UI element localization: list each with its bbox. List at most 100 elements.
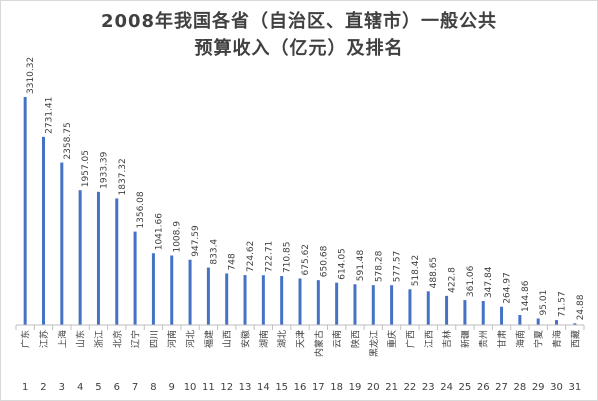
category-label-18: 云南 [331, 330, 343, 348]
bar-11 [206, 267, 210, 325]
category-label-23: 江西 [424, 330, 435, 348]
category-label-17: 内蒙古 [313, 330, 325, 357]
category-label-16: 天津 [296, 330, 307, 348]
rank-label-26: 26 [477, 382, 490, 393]
rank-label-8: 8 [150, 382, 156, 393]
value-label-11: 833.4 [209, 239, 219, 265]
rank-label-28: 28 [514, 382, 527, 393]
category-label-25: 新疆 [459, 330, 471, 348]
rank-label-23: 23 [422, 382, 435, 393]
bar-24 [445, 295, 449, 325]
category-label-3: 上海 [56, 330, 68, 348]
category-label-12: 山西 [222, 330, 233, 348]
rank-label-11: 11 [202, 382, 215, 393]
value-label-15: 710.85 [283, 242, 293, 274]
value-label-19: 591.48 [356, 249, 366, 281]
rank-label-10: 10 [184, 382, 197, 393]
category-label-29: 宁夏 [533, 330, 545, 348]
value-label-9: 1008.9 [173, 221, 183, 253]
category-label-24: 吉林 [441, 330, 453, 348]
value-label-7: 1356.08 [136, 191, 146, 228]
value-label-26: 347.84 [484, 266, 494, 298]
category-label-19: 陕西 [349, 330, 361, 348]
bar-25 [463, 300, 467, 325]
bar-26 [481, 301, 485, 325]
bar-15 [280, 276, 284, 325]
value-label-29: 95.01 [539, 290, 549, 316]
bar-27 [500, 306, 504, 325]
bar-8 [151, 253, 155, 325]
value-label-20: 578.28 [374, 250, 384, 282]
category-label-20: 黑龙江 [368, 330, 380, 357]
rank-label-7: 7 [132, 382, 138, 393]
value-label-28: 144.86 [521, 280, 531, 312]
bar-30 [555, 320, 559, 325]
rank-label-31: 31 [568, 382, 581, 393]
value-label-22: 518.42 [411, 255, 421, 287]
value-label-27: 264.97 [503, 272, 513, 304]
category-label-8: 四川 [150, 330, 160, 348]
category-label-5: 浙江 [93, 330, 105, 348]
rank-labels-group: 1 2 3 4 5 6 7 8 9 10 11 12 13 14 15 16 17 18 19 20 21 22 23 24 2… [22, 382, 581, 393]
bar-2 [41, 136, 45, 325]
rank-label-12: 12 [220, 382, 233, 393]
category-label-31: 西藏 [569, 330, 581, 348]
bar-10 [188, 259, 192, 325]
category-label-1: 广东 [20, 330, 32, 348]
bar-19 [353, 284, 357, 325]
rank-label-5: 5 [95, 382, 101, 393]
rank-label-20: 20 [367, 382, 380, 393]
category-label-21: 重庆 [386, 330, 398, 348]
category-label-15: 湖北 [277, 330, 288, 348]
bar-4 [78, 190, 82, 325]
rank-label-21: 21 [385, 382, 398, 393]
bar-7 [133, 231, 137, 325]
value-label-31: 24.88 [576, 294, 586, 320]
value-label-8: 1041.66 [154, 213, 164, 250]
rank-label-9: 9 [169, 382, 175, 393]
category-label-9: 河南 [166, 330, 178, 348]
rank-label-6: 6 [114, 382, 120, 393]
value-label-23: 488.65 [429, 257, 439, 289]
x-axis-ticks [15, 325, 585, 330]
value-label-13: 724.62 [246, 241, 256, 273]
category-label-14: 湖南 [258, 330, 270, 348]
value-label-14: 722.71 [264, 241, 274, 273]
category-label-28: 海南 [514, 330, 526, 348]
category-labels-group: 广东 江苏 上海 山东 浙江 北京 辽宁 四川 河南 河北 福建 山西 安徽 湖南 湖北 天津 内蒙古 云南 陕西黑… [20, 330, 582, 357]
value-label-5: 1933.39 [99, 151, 109, 188]
bar-20 [371, 285, 375, 325]
bar-31 [573, 323, 577, 325]
chart-title: 2008年我国各省（自治区、直辖市）一般公共 预算收入（亿元）及排名 [0, 8, 598, 62]
rank-label-3: 3 [59, 382, 65, 393]
value-label-12: 748 [228, 253, 238, 270]
bar-22 [408, 289, 412, 325]
value-label-18: 614.05 [338, 248, 348, 280]
value-label-4: 1957.05 [81, 150, 91, 187]
value-label-6: 1837.32 [118, 158, 128, 195]
rank-label-29: 29 [532, 382, 545, 393]
rank-label-18: 18 [330, 382, 343, 393]
category-label-2: 江苏 [38, 330, 50, 348]
rank-label-27: 27 [495, 382, 508, 393]
bar-16 [298, 278, 302, 325]
category-label-26: 贵州 [478, 330, 490, 348]
rank-label-2: 2 [40, 382, 46, 393]
value-label-17: 650.68 [319, 245, 329, 277]
rank-label-24: 24 [440, 382, 453, 393]
bar-1 [23, 97, 27, 325]
rank-label-19: 19 [349, 382, 362, 393]
category-label-30: 青海 [551, 330, 563, 348]
value-label-3: 2358.75 [63, 122, 73, 159]
value-label-24: 422.8 [448, 267, 458, 293]
value-label-21: 577.57 [393, 251, 403, 283]
value-label-30: 71.57 [558, 291, 568, 317]
value-label-1: 3310.32 [26, 57, 36, 94]
bar-18 [335, 282, 339, 325]
category-label-11: 福建 [203, 330, 215, 348]
bar-3 [60, 162, 64, 325]
bar-9 [170, 255, 174, 325]
value-label-16: 675.62 [301, 244, 311, 276]
value-labels-group: 3310.32 2731.41 2358.75 1957.05 1933.39 1837.… [26, 57, 586, 321]
